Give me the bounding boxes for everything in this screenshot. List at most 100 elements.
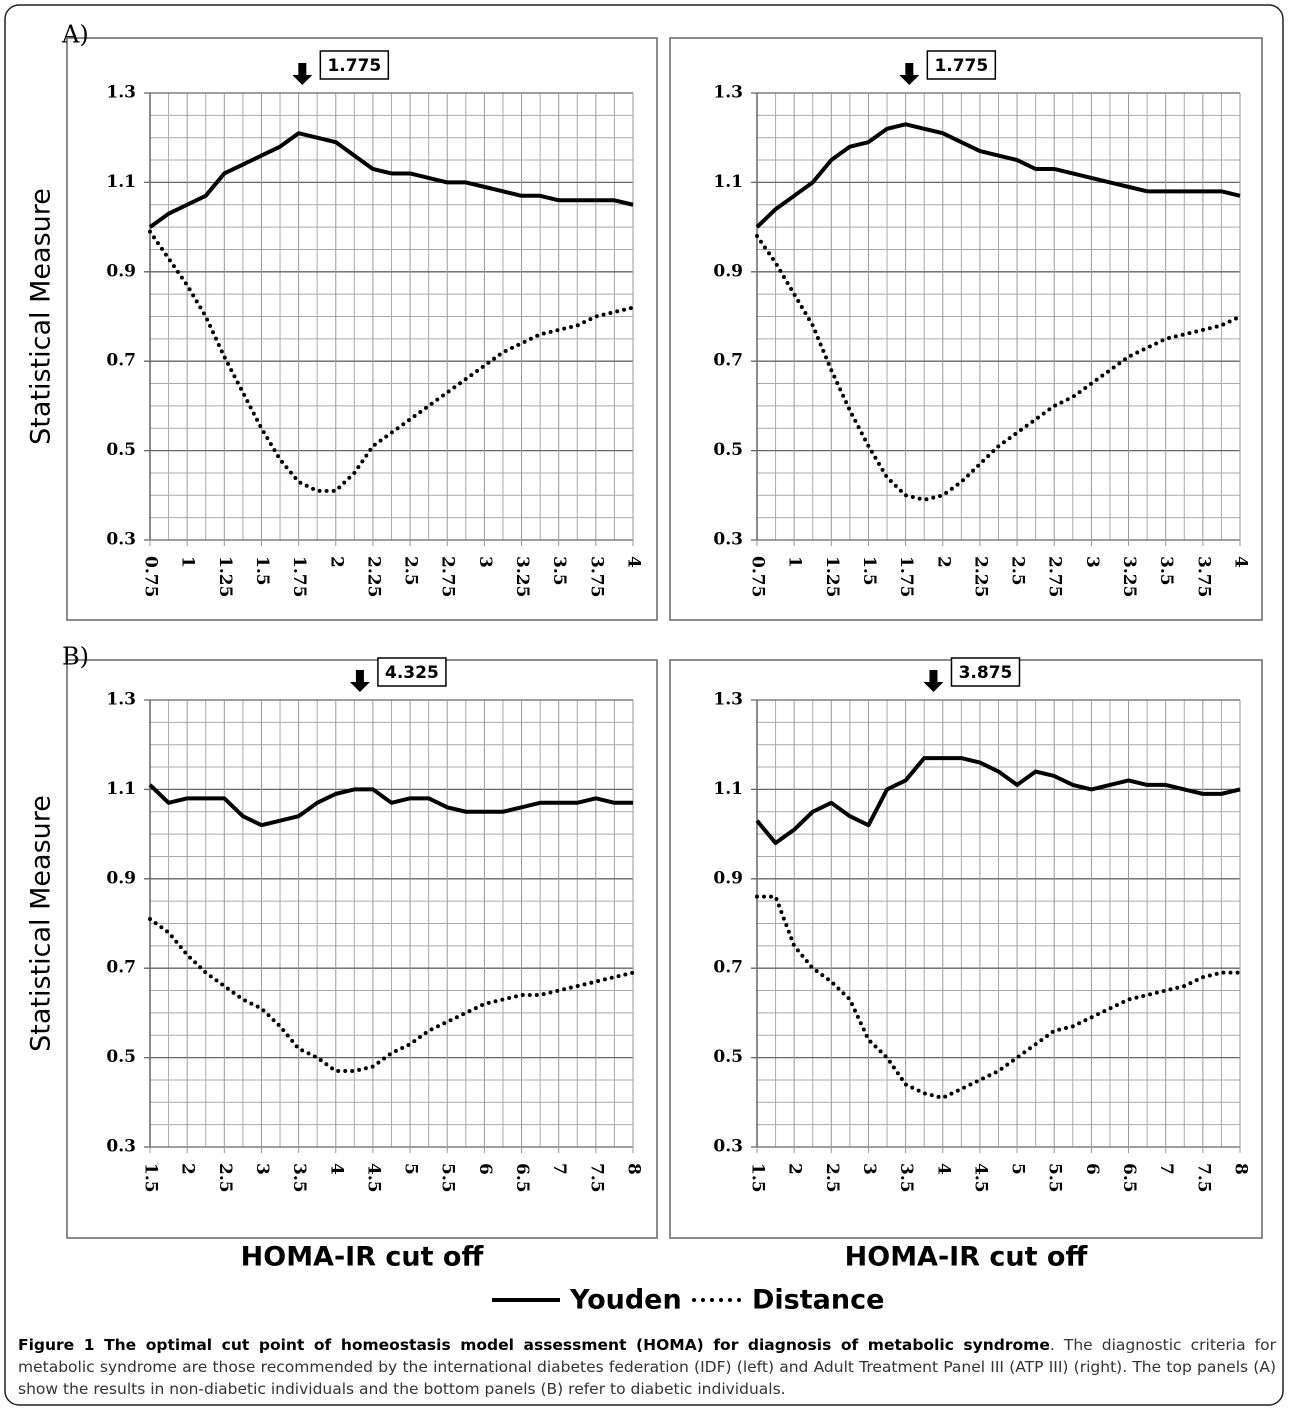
x-tick-label: 3: [252, 1163, 272, 1175]
y-tick-label: 1.3: [106, 83, 136, 103]
y-tick-label: 0.9: [713, 261, 743, 281]
x-tick-label: 2.5: [215, 1163, 235, 1193]
y-tick-label: 1.1: [106, 779, 136, 799]
x-tick-label: 4: [326, 1163, 346, 1175]
youden-line: [755, 756, 1241, 846]
x-tick-label: 6: [475, 1163, 495, 1175]
x-tick-label: 2: [785, 1163, 805, 1175]
x-tick-label: 3.5: [1156, 556, 1176, 586]
youden-line: [148, 131, 634, 229]
distance-line: [755, 894, 1242, 1100]
y-tick-label: 0.9: [713, 868, 743, 888]
y-tick-label: 1.3: [106, 690, 136, 710]
y-tick-label: 0.3: [106, 530, 136, 550]
x-tick-label: 1.25: [215, 556, 235, 597]
y-tick-label: 0.3: [106, 1137, 136, 1157]
distance-line: [148, 229, 635, 493]
x-tick-label: 8: [624, 1163, 644, 1175]
panel-label: A): [61, 21, 89, 49]
annotation-box: [377, 657, 447, 687]
panel-border: [669, 37, 1263, 621]
figure-border: [4, 4, 1284, 1406]
x-tick-label: 1.5: [748, 1163, 768, 1193]
panel-border: [66, 37, 658, 621]
y-tick-label: 0.7: [106, 351, 136, 371]
y-axis-label: Statistical Measure: [26, 188, 57, 445]
x-tick-label: 1.5: [141, 1163, 161, 1193]
x-tick-label: 1.25: [822, 556, 842, 597]
x-tick-label: 1.5: [859, 556, 879, 586]
x-tick-label: 3.75: [1193, 556, 1213, 597]
y-tick-label: 0.5: [713, 1047, 743, 1067]
x-tick-label: 5.5: [1045, 1163, 1065, 1193]
y-tick-label: 0.9: [106, 868, 136, 888]
x-tick-label: 4: [1231, 556, 1251, 568]
x-tick-label: 2: [326, 556, 346, 568]
x-tick-label: 3.5: [896, 1163, 916, 1193]
legend-label: Youden: [569, 1285, 682, 1316]
panel-label: B): [62, 643, 89, 671]
x-tick-label: 2: [178, 1163, 198, 1175]
x-tick-label: 7.5: [586, 1163, 606, 1193]
x-tick-label: 2: [933, 556, 953, 568]
x-tick-label: 4.5: [970, 1163, 990, 1193]
annotation-label: 4.325: [385, 663, 439, 683]
y-tick-label: 0.5: [106, 1047, 136, 1067]
x-tick-label: 3.5: [549, 556, 569, 586]
x-tick-label: 0.75: [748, 556, 768, 597]
x-tick-label: 3.75: [586, 556, 606, 597]
annotation-box: [926, 50, 997, 80]
youden-line: [755, 122, 1241, 229]
x-tick-label: 2.25: [363, 556, 383, 597]
annotation-arrow: [292, 63, 313, 85]
y-tick-label: 1.1: [713, 172, 743, 192]
x-axis-label: HOMA-IR cut off: [845, 1242, 1089, 1273]
y-tick-label: 0.5: [713, 440, 743, 460]
x-tick-label: 2.5: [1008, 556, 1028, 586]
x-tick-label: 7: [549, 1163, 569, 1175]
y-tick-label: 1.3: [713, 690, 743, 710]
x-tick-label: 5: [401, 1163, 421, 1175]
x-tick-label: 3: [475, 556, 495, 568]
x-tick-label: 6: [1082, 1163, 1102, 1175]
caption-text: . The diagnostic criteria for metabolic …: [18, 1336, 1276, 1398]
x-tick-label: 2.75: [438, 556, 458, 597]
x-tick-label: 6.5: [512, 1163, 532, 1193]
x-tick-label: 0.75: [141, 556, 161, 597]
panel-border: [669, 659, 1263, 1239]
caption-title: Figure 1 The optimal cut point of homeos…: [18, 1336, 1050, 1354]
x-tick-label: 7.5: [1193, 1163, 1213, 1193]
annotation-box: [319, 50, 390, 80]
youden-line: [148, 783, 633, 828]
x-tick-label: 5.5: [438, 1163, 458, 1193]
x-tick-label: 1: [178, 556, 198, 568]
x-tick-label: 2.5: [822, 1163, 842, 1193]
y-tick-label: 0.3: [713, 1137, 743, 1157]
annotation-arrow: [349, 670, 370, 692]
y-tick-label: 0.7: [713, 958, 743, 978]
annotation-label: 1.775: [934, 56, 988, 76]
x-tick-label: 2.25: [970, 556, 990, 597]
x-tick-label: 5: [1008, 1163, 1028, 1175]
annotation-arrow: [899, 63, 920, 85]
x-tick-label: 4.5: [363, 1163, 383, 1193]
x-tick-label: 2.5: [401, 556, 421, 586]
y-tick-label: 0.3: [713, 530, 743, 550]
x-tick-label: 3.5: [289, 1163, 309, 1193]
x-tick-label: 1.75: [896, 556, 916, 597]
x-tick-label: 1.75: [289, 556, 309, 597]
x-tick-label: 2.75: [1045, 556, 1065, 597]
annotation-label: 3.875: [959, 663, 1013, 683]
y-tick-label: 0.7: [106, 958, 136, 978]
y-tick-label: 0.9: [106, 261, 136, 281]
legend-label: Distance: [752, 1285, 884, 1316]
x-tick-label: 3.25: [1119, 556, 1139, 597]
x-tick-label: 7: [1156, 1163, 1176, 1175]
x-tick-label: 3: [859, 1163, 879, 1175]
distance-line: [755, 234, 1242, 502]
y-tick-label: 1.1: [106, 172, 136, 192]
y-axis-label: Statistical Measure: [26, 795, 57, 1052]
y-tick-label: 0.5: [106, 440, 136, 460]
